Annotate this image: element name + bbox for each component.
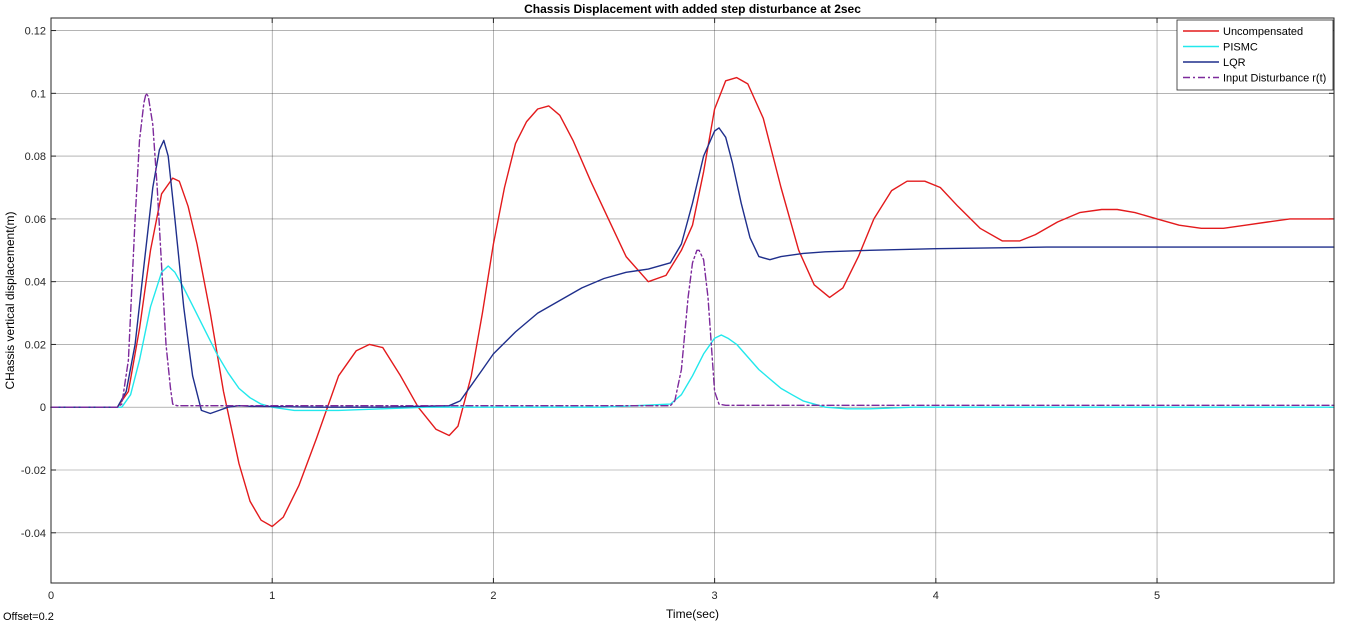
y-axis-label: CHassis vertical displacement(m) (3, 211, 17, 389)
legend-label-3: Input Disturbance r(t) (1223, 73, 1326, 85)
legend: Uncompensated PISMC LQR Input Disturbance r… (1177, 20, 1333, 90)
x-tick-label-1: 1 (269, 590, 275, 602)
plot-area (51, 18, 1334, 583)
y-tick-label-4: 0.04 (25, 277, 46, 289)
y-tick-label-8: 0.12 (25, 26, 46, 38)
x-tick-label-4: 4 (933, 590, 939, 602)
x-axis-label: Time(sec) (666, 607, 719, 621)
y-tick-label-2: 0 (40, 402, 46, 414)
y-tick-label-1: -0.02 (21, 465, 46, 477)
y-tick-label-0: -0.04 (21, 528, 46, 540)
y-tick-label-3: 0.02 (25, 339, 46, 351)
legend-label-0: Uncompensated (1223, 26, 1303, 38)
chart-title: Chassis Displacement with added step dis… (524, 2, 861, 16)
x-tick-label-3: 3 (712, 590, 718, 602)
legend-label-1: PISMC (1223, 42, 1258, 54)
x-tick-label-5: 5 (1154, 590, 1160, 602)
y-tick-label-7: 0.1 (31, 88, 46, 100)
x-tick-label-2: 2 (490, 590, 496, 602)
legend-label-2: LQR (1223, 57, 1246, 69)
y-tick-label-6: 0.08 (25, 151, 46, 163)
offset-label: Offset=0.2 (3, 611, 54, 623)
y-tick-label-5: 0.06 (25, 214, 46, 226)
x-tick-label-0: 0 (48, 590, 54, 602)
